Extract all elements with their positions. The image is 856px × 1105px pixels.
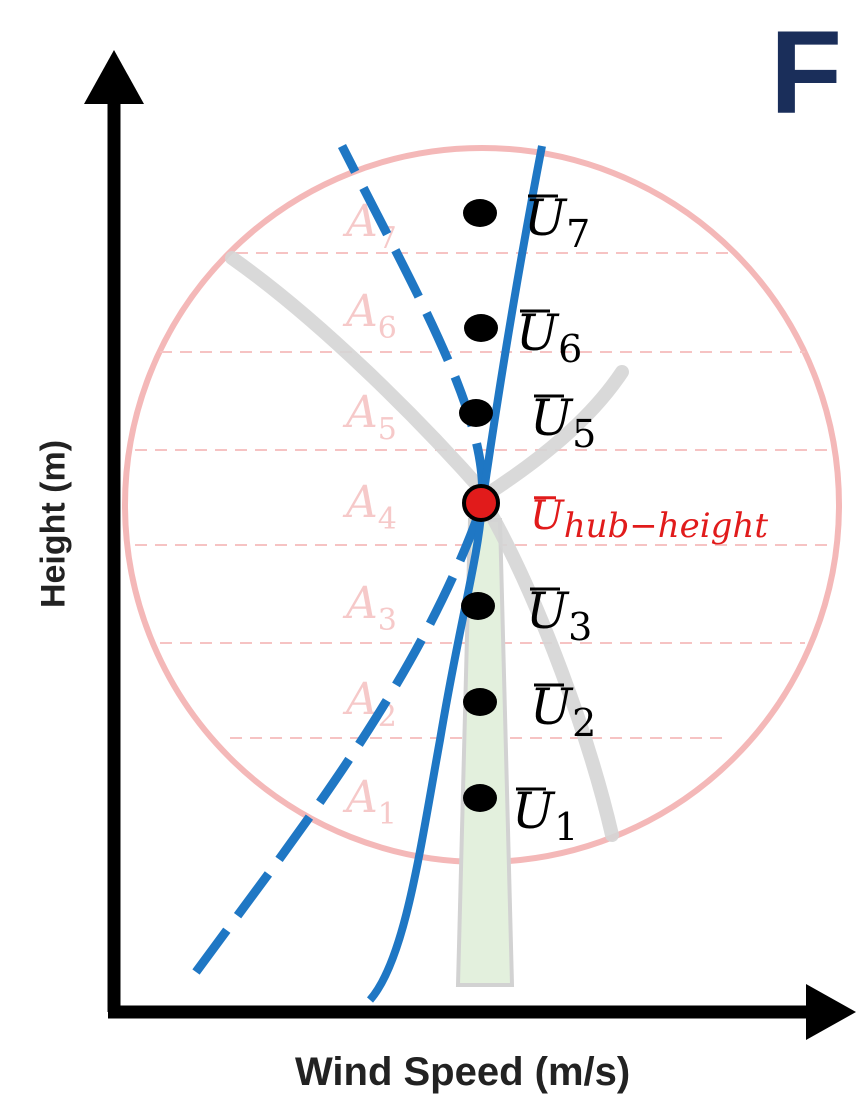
- point-label-sub: 3: [568, 605, 592, 649]
- point-label-u1: U1: [512, 782, 578, 849]
- segment-label-a3: A3: [342, 578, 397, 638]
- point-label-u7: U7: [524, 189, 590, 256]
- segment-label-a6: A6: [342, 286, 397, 346]
- segment-label-a5: A5: [342, 387, 397, 447]
- measurement-point-u5: [459, 399, 493, 427]
- hub-height-label: Uhub−height: [530, 493, 768, 546]
- point-label-sub: 2: [572, 701, 596, 745]
- point-label-base: U: [530, 389, 574, 447]
- measurement-point-u6: [464, 314, 498, 342]
- point-label-base: U: [524, 189, 568, 247]
- segment-label-sub: 5: [378, 412, 397, 447]
- segment-label-base: A: [342, 578, 378, 629]
- point-label-base: U: [526, 582, 570, 640]
- point-label-u2: U2: [530, 678, 596, 745]
- point-label-base: U: [512, 782, 556, 840]
- segment-label-base: A: [342, 477, 378, 528]
- point-label-sub: 7: [566, 212, 590, 256]
- measurement-point-u3: [461, 592, 495, 620]
- segment-label-base: A: [342, 387, 378, 438]
- segment-label-base: A: [342, 286, 378, 337]
- point-label-sub: 6: [558, 327, 582, 371]
- axes: [84, 50, 856, 1040]
- measurement-point-u1: [463, 784, 497, 812]
- segment-label-base: A: [342, 772, 378, 823]
- turbine-blade: [479, 365, 629, 502]
- point-label-sub: hub−height: [564, 506, 769, 546]
- segment-label-a1: A1: [342, 772, 397, 832]
- segment-label-sub: 4: [378, 502, 397, 537]
- measurement-point-u7: [463, 199, 497, 227]
- panel-label: F: [770, 7, 843, 139]
- segment-label-a4: A4: [342, 477, 397, 537]
- point-label-u3: U3: [526, 582, 592, 649]
- point-label-sub: 5: [572, 412, 596, 456]
- segment-label-sub: 1: [378, 797, 397, 832]
- hub-height-point: [462, 484, 500, 522]
- y-axis-arrow-icon: [84, 50, 144, 104]
- turbine-blade: [479, 498, 619, 842]
- measurement-point-u2: [463, 688, 497, 716]
- point-label-base: U: [530, 493, 565, 539]
- point-label-sub: 1: [554, 805, 578, 849]
- point-label-base: U: [530, 678, 574, 736]
- segment-label-sub: 3: [378, 603, 397, 638]
- x-axis-arrow-icon: [806, 984, 856, 1040]
- solid-wind-profile: [366, 145, 546, 1003]
- turbine-blades: [225, 251, 629, 842]
- y-axis-label: Height (m): [34, 439, 73, 609]
- turbine-blade: [225, 251, 493, 502]
- point-label-u6: U6: [516, 304, 582, 371]
- point-label-base: U: [516, 304, 560, 362]
- segment-label-sub: 6: [378, 311, 397, 346]
- dashed-wind-profile: [192, 143, 488, 975]
- x-axis-label: Wind Speed (m/s): [295, 1050, 631, 1094]
- point-label-u5: U5: [530, 389, 596, 456]
